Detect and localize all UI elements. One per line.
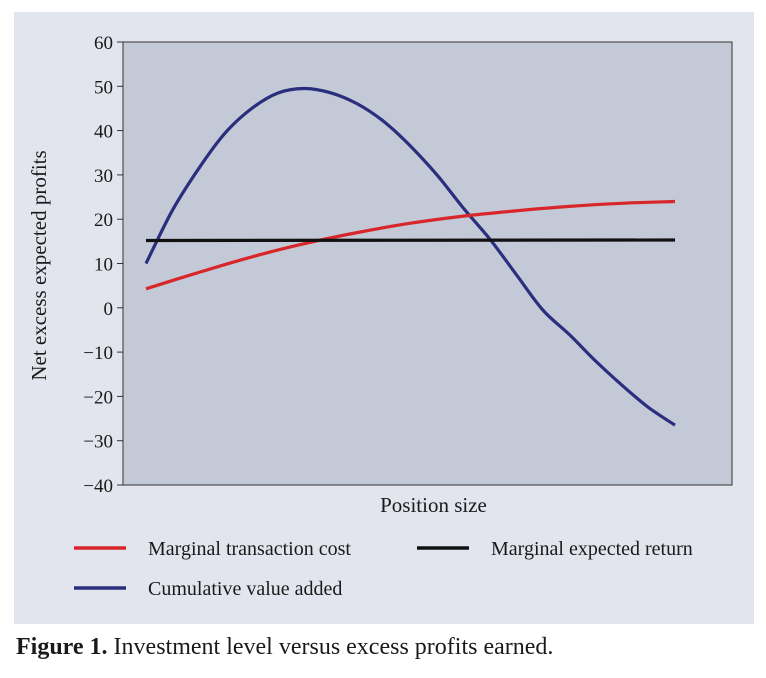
figure-caption-label: Figure 1. [16, 634, 108, 660]
legend: Marginal transaction cost Marginal expect… [74, 538, 693, 600]
y-axis-ticks: 60 50 40 30 20 10 0 −10 −20 −30 −40 [83, 33, 123, 497]
x-axis-label: Position size [380, 493, 487, 517]
y-tick-label: 50 [94, 77, 113, 98]
series-line-cumulative-value-added [144, 86, 676, 427]
series-line-marginal-expected-return [145, 238, 676, 243]
figure-panel: 60 50 40 30 20 10 0 −10 −20 −30 −40 Position size … [14, 12, 754, 624]
series-line-marginal-transaction-cost [145, 199, 676, 291]
y-tick-label: 10 [94, 255, 113, 276]
y-tick-label: 60 [94, 33, 113, 54]
legend-label: Marginal transaction cost [148, 538, 351, 560]
y-tick-label: 20 [94, 210, 113, 231]
y-tick-label: −40 [83, 476, 113, 497]
y-tick-label: −10 [83, 343, 113, 364]
series-layer [144, 86, 676, 427]
legend-label: Marginal expected return [491, 538, 693, 560]
y-axis-label: Net excess expected profits [27, 150, 51, 380]
y-tick-label: 40 [94, 122, 113, 143]
legend-label: Cumulative value added [148, 578, 342, 600]
y-tick-label: −30 [83, 432, 113, 453]
y-tick-label: 30 [94, 166, 113, 187]
y-tick-label: −20 [83, 387, 113, 408]
plot-area [122, 41, 733, 486]
figure-caption: Figure 1. Investment level versus excess … [16, 634, 553, 661]
figure-caption-text: Investment level versus excess profits e… [113, 634, 554, 660]
y-tick-label: 0 [104, 299, 114, 320]
